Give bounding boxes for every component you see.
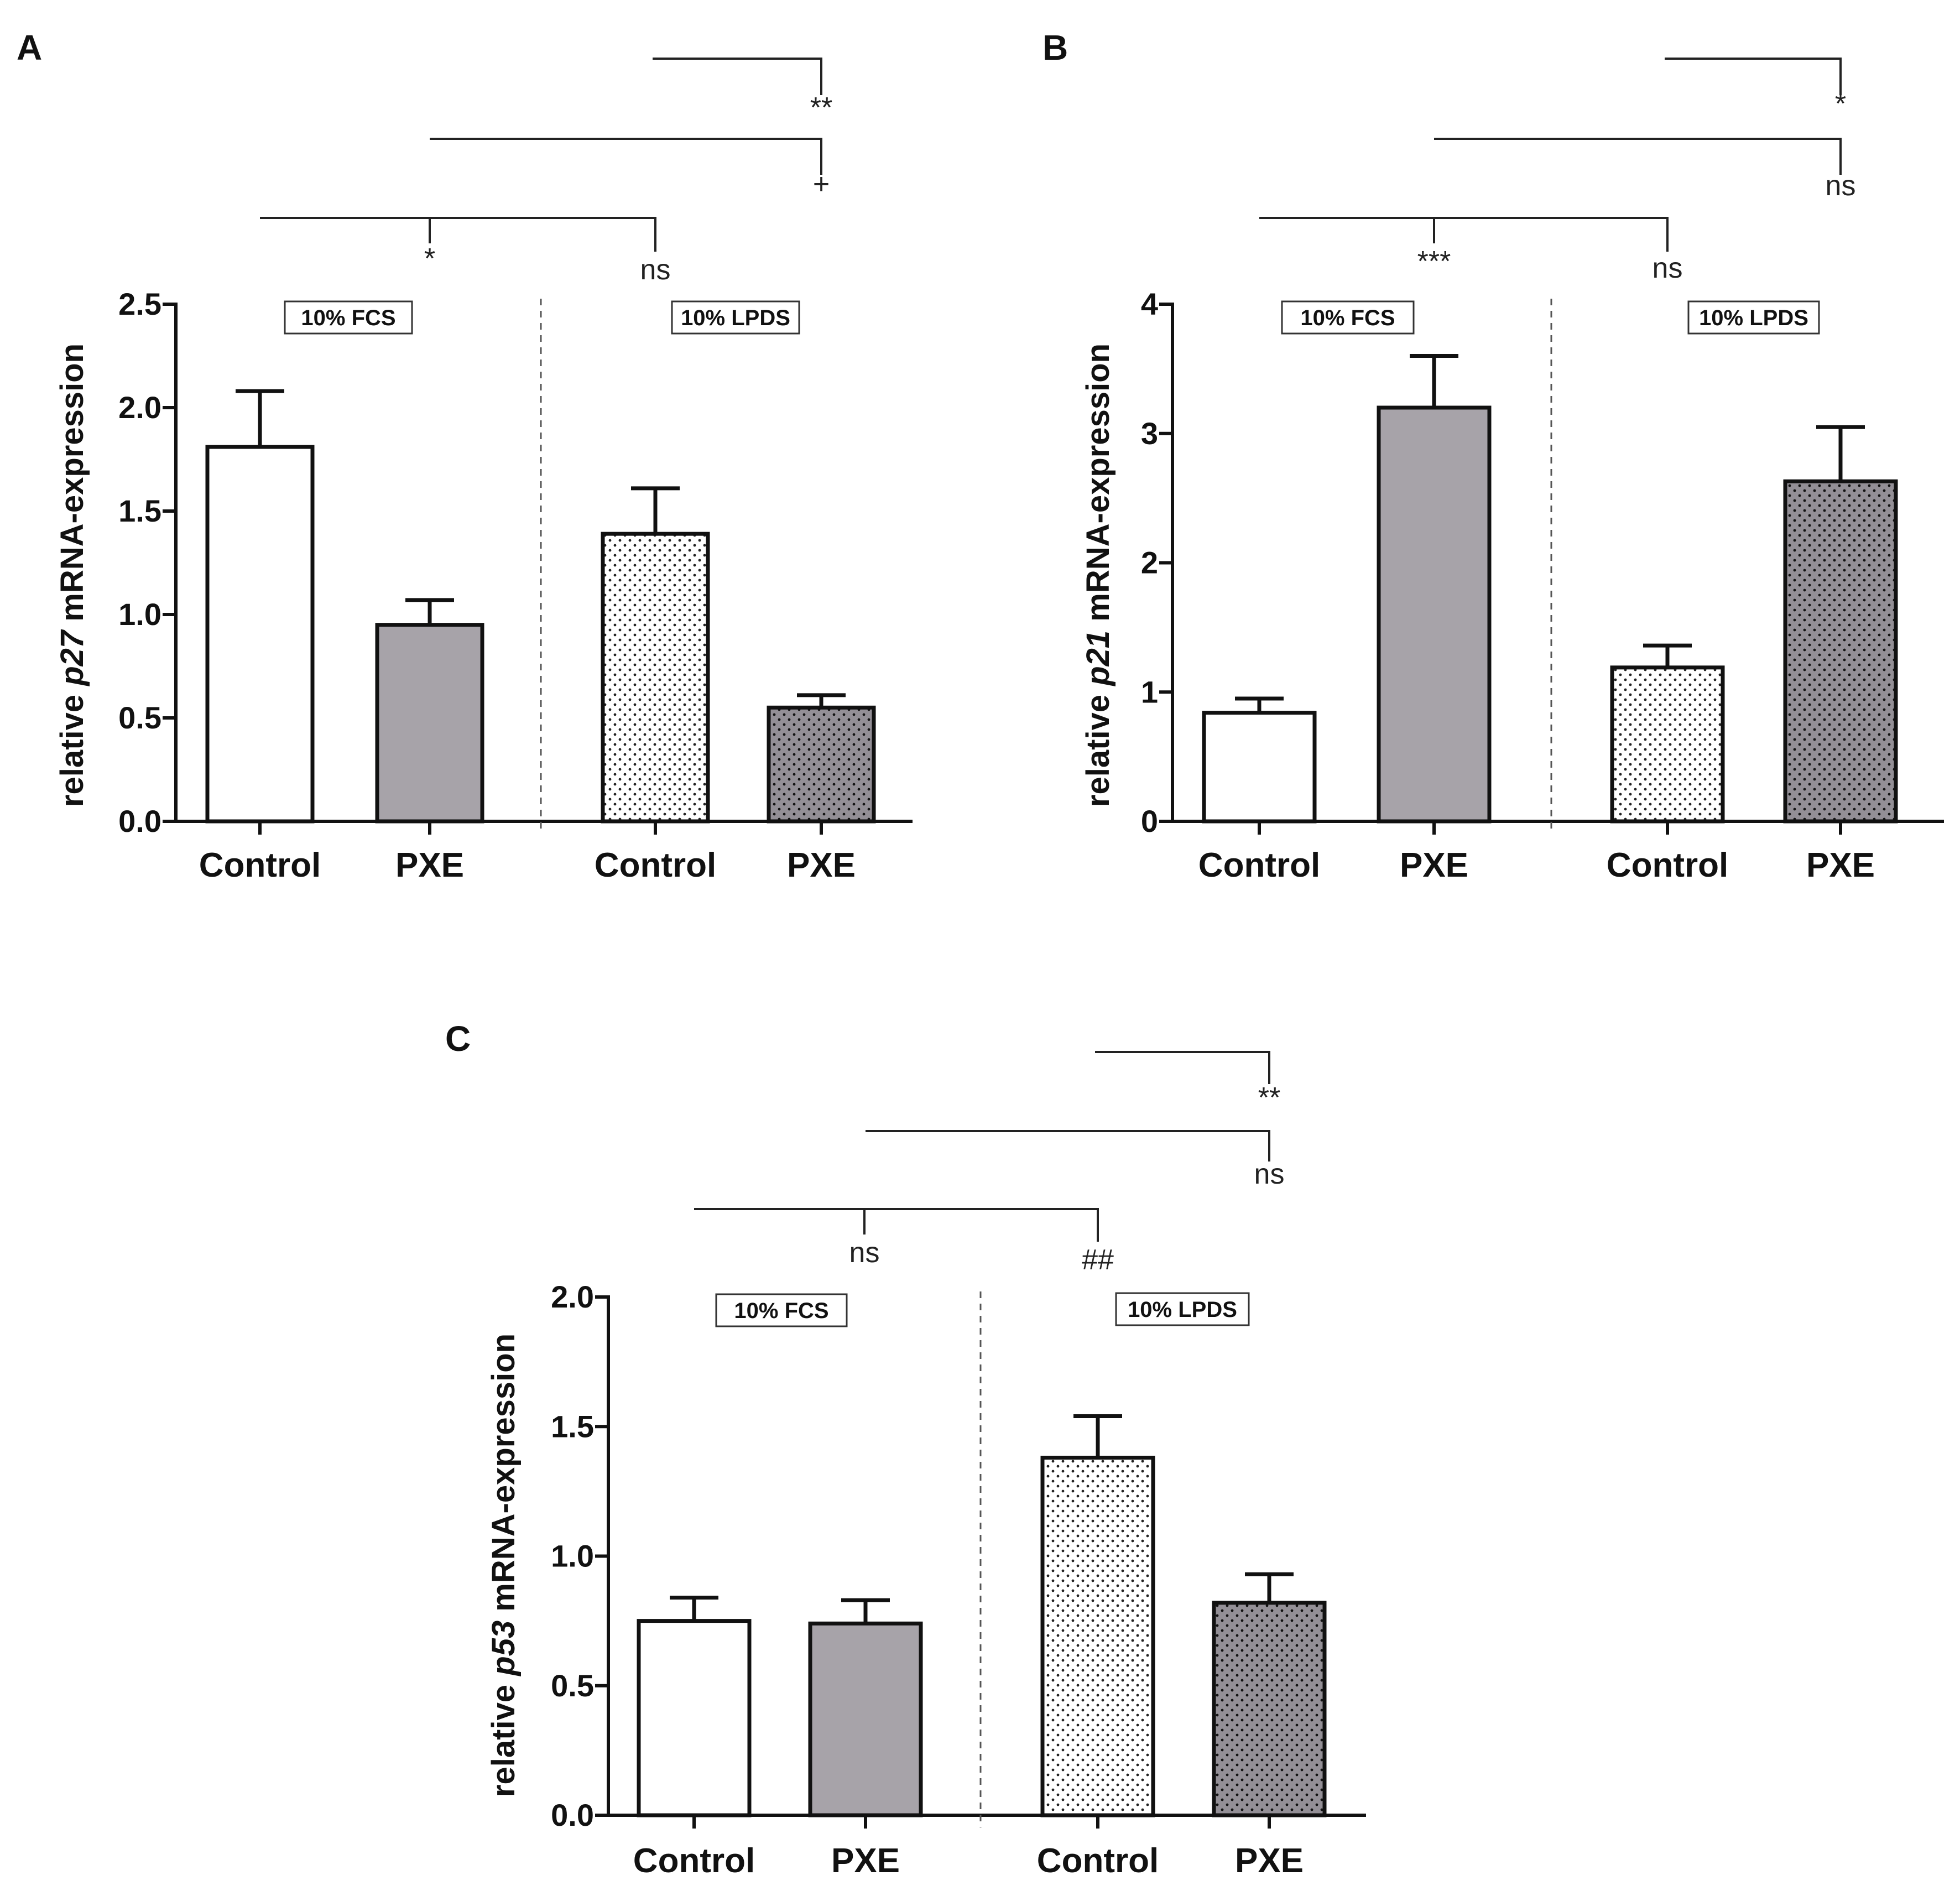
panel-b: B relative p21 mRNA-expression Control PX… [1042,28,1944,884]
significance-c: ** ns ns ## [694,1051,1285,1276]
bar-3 [1610,665,1725,824]
bar-4 [1212,1601,1327,1817]
sig-label: *** [1417,246,1451,278]
significance-b: * ns *** ns [1259,58,1856,284]
group-label-fcs-c: 10% FCS [715,1293,848,1327]
bar-4 [767,705,876,824]
y-tick-label: 3 [1141,416,1158,451]
sig-label: ns [1653,252,1683,284]
category-label: PXE [1400,846,1468,884]
category-label: Control [1607,846,1728,884]
panel-letter-c: C [445,1019,471,1059]
sig-label: ns [849,1237,880,1269]
y-axis-title-b: relative p21 mRNA-expression [1080,343,1116,807]
sig-label: ## [1082,1244,1114,1276]
bar-4 [1783,479,1898,824]
category-label: PXE [395,846,464,884]
category-label: Control [633,1842,755,1880]
group-label-text: 10% LPDS [1699,306,1808,330]
bar-1 [637,1619,752,1817]
y-axis-title-c: relative p53 mRNA-expression [486,1334,522,1797]
y-tick-label: 1 [1141,674,1158,709]
group-label-text: 10% LPDS [681,306,790,330]
y-tick-label: 0 [1141,804,1158,838]
sig-label: ns [1254,1158,1285,1190]
sig-label: ns [1826,170,1856,202]
bar-3 [1040,1455,1155,1817]
category-label: Control [1198,846,1320,884]
sig-label: * [424,243,435,275]
group-label-text: 10% FCS [1300,306,1395,330]
sig-label: * [1835,88,1846,120]
bar-1 [205,445,315,824]
category-label: PXE [1235,1842,1304,1880]
panel-letter-a: A [17,28,42,67]
category-label: PXE [831,1842,900,1880]
group-label-text: 10% LPDS [1128,1298,1237,1322]
category-label: Control [1037,1842,1159,1880]
bar-2 [808,1621,923,1817]
y-tick-label: 2.0 [118,390,161,425]
y-tick-label: 0.5 [551,1668,594,1703]
sig-label: ** [810,92,832,124]
panel-c: C relative p53 mRNA-expression Control PX… [445,1019,1366,1880]
group-label-text: 10% FCS [301,306,395,330]
bar-1 [1202,711,1317,824]
y-tick-label: 2.5 [118,287,161,321]
y-tick-label: 0.0 [551,1798,594,1832]
group-label-lpds-b: 10% LPDS [1687,300,1820,335]
group-label-fcs-b: 10% FCS [1281,300,1415,335]
category-label: PXE [1806,846,1875,884]
category-label: Control [595,846,716,884]
plot-area-c: Control PXE Control PXE 0.0 0.5 1.0 1.5 2.0 [551,1279,1366,1880]
y-tick-label: 2.0 [551,1279,594,1314]
y-tick-label: 1.0 [118,597,161,632]
sig-label: + [813,168,830,200]
significance-a: ** + * ns [260,58,832,286]
bar-3 [601,532,710,824]
group-label-lpds-c: 10% LPDS [1115,1292,1250,1326]
category-label: PXE [787,846,856,884]
group-label-text: 10% FCS [734,1299,828,1323]
y-tick-label: 2 [1141,545,1158,580]
y-axis-title-a: relative p27 mRNA-expression [54,343,90,807]
bar-2 [375,623,484,824]
plot-area-b: Control PXE Control PXE 0 1 2 3 4 [1141,287,1944,884]
y-tick-label: 0.5 [118,700,161,735]
y-tick-label: 1.0 [551,1539,594,1574]
panel-letter-b: B [1042,28,1068,67]
y-tick-label: 0.0 [118,804,161,838]
group-label-lpds-a: 10% LPDS [671,300,800,335]
group-label-fcs-a: 10% FCS [284,300,413,335]
sig-label: ns [640,254,671,286]
y-tick-label: 1.5 [551,1409,594,1444]
plot-area-a: Control PXE Control PXE 0.0 0.5 1.0 1.5 2.0 2.5 [118,287,913,884]
y-tick-label: 4 [1141,287,1158,321]
y-tick-label: 1.5 [118,493,161,528]
panel-a: A relative p27 mRNA-expression Control PX… [17,28,913,884]
sig-label: ** [1258,1082,1280,1114]
bar-2 [1377,405,1492,824]
category-label: Control [199,846,321,884]
